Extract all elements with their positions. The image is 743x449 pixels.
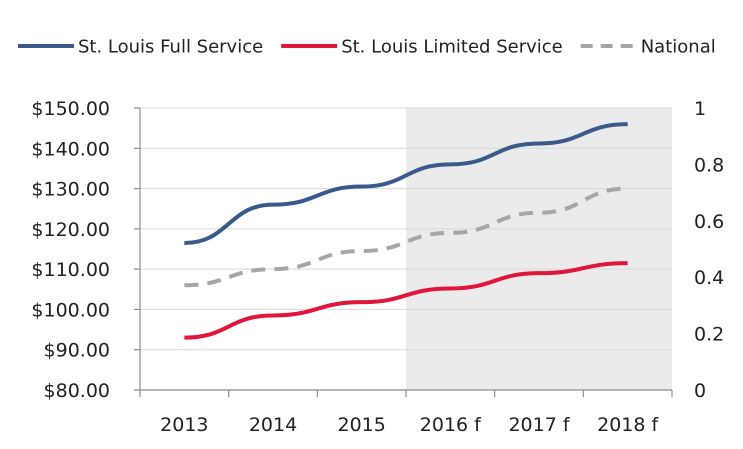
series-lines [184, 122, 628, 340]
y-right-tick-label: 0.6 [694, 211, 724, 233]
y-right-tick-label: 0.4 [694, 267, 724, 289]
gridlines [134, 107, 672, 391]
y-left-tick-label: $80.00 [44, 380, 110, 402]
legend: St. Louis Full Service St. Louis Limited … [18, 37, 716, 58]
y-left-tick-label: $110.00 [31, 259, 110, 281]
y-right-tick-label: 1 [694, 98, 706, 120]
y-right-tick-label: 0.8 [694, 154, 724, 176]
legend-label: St. Louis Full Service [78, 37, 263, 58]
series-line-2 [184, 186, 628, 288]
x-tick-label: 2014 [249, 414, 297, 436]
tick-labels: $80.00 $90.00 $100.00 $110.00 $120.00 $130.00… [31, 98, 724, 436]
y-left-tick-label: $150.00 [31, 98, 110, 120]
y-right-tick-label: 0 [694, 380, 706, 402]
forecast-shading [406, 108, 672, 390]
legend-label: St. Louis Limited Service [341, 37, 563, 58]
x-tick-label: 2015 [337, 414, 385, 436]
x-tick-label: 2017 f [508, 414, 570, 436]
y-left-tick-label: $90.00 [44, 340, 110, 362]
y-left-tick-label: $120.00 [31, 219, 110, 241]
axes [139, 108, 673, 397]
y-left-tick-label: $130.00 [31, 179, 110, 201]
legend-label: National [641, 37, 716, 58]
series-line-0 [184, 122, 628, 245]
series-line-1 [184, 261, 628, 340]
x-tick-label: 2016 f [420, 414, 482, 436]
y-right-tick-label: 0.2 [694, 324, 724, 346]
y-left-tick-label: $100.00 [31, 299, 110, 321]
x-tick-label: 2013 [160, 414, 208, 436]
x-tick-label: 2018 f [597, 414, 659, 436]
forecast-shading-layer [406, 108, 672, 390]
y-left-tick-label: $140.00 [31, 138, 110, 160]
